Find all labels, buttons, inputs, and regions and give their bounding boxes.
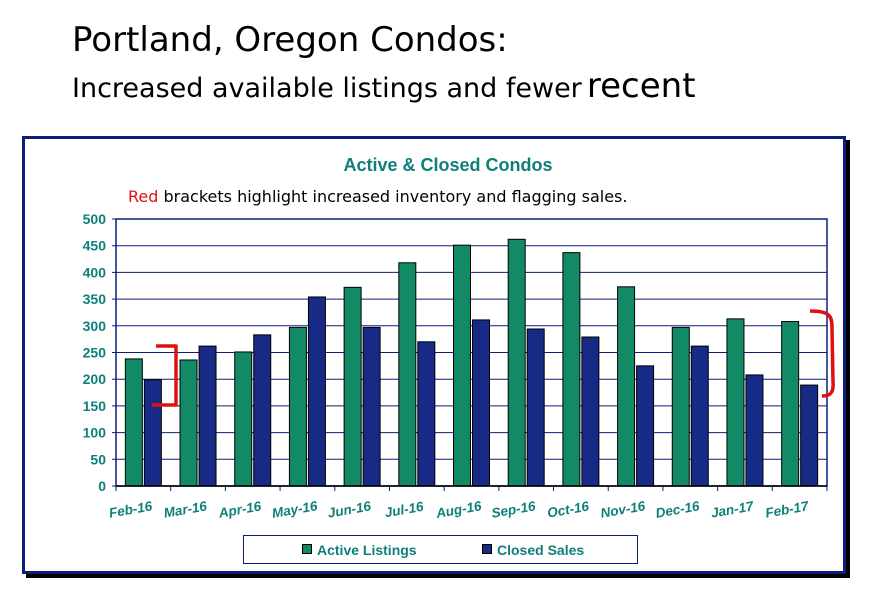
x-tick-label: Jun-16	[327, 498, 373, 520]
slide-subtitle-part1: Increased available listings and fewer	[72, 73, 582, 104]
legend-swatch-closed	[482, 544, 492, 554]
legend-label-closed: Closed Sales	[497, 542, 585, 558]
legend: Active Listings Closed Sales	[243, 535, 638, 564]
x-tick-label: May-16	[271, 498, 319, 521]
bar-active	[617, 286, 636, 487]
bar-active	[398, 262, 417, 487]
plot-area: 0 50 100 150 200 250 300 350 400 450 500 Feb-16 Mar-…	[83, 211, 828, 521]
x-tick-label: Feb-16	[108, 498, 154, 520]
x-tick-label: Aug-16	[434, 498, 483, 521]
bar-closed	[198, 345, 217, 487]
y-tick-label: 200	[83, 371, 107, 387]
bar-active	[124, 358, 143, 487]
slide-title: Portland, Oregon Condos:	[72, 20, 508, 60]
y-tick-label: 0	[98, 478, 106, 494]
bar-active	[726, 318, 745, 487]
bar-closed	[362, 326, 381, 487]
x-tick-label: Sep-16	[490, 498, 537, 521]
y-tick-label: 400	[83, 264, 107, 280]
bar-closed	[745, 374, 764, 487]
legend-item-active: Active Listings	[302, 542, 417, 558]
chart-note: Red brackets highlight increased invento…	[128, 187, 627, 206]
bar-closed	[143, 379, 162, 487]
bar-active	[781, 321, 800, 487]
y-tick-label: 500	[83, 211, 107, 227]
bar-active	[179, 359, 198, 487]
x-tick-label: Nov-16	[599, 498, 646, 521]
x-tick-label: Oct-16	[546, 498, 590, 520]
x-tick-label: Mar-16	[163, 498, 209, 520]
chart-title: Active & Closed Condos	[343, 155, 552, 175]
chart-note-rest: brackets highlight increased inventory a…	[158, 187, 627, 206]
bar-active	[562, 252, 581, 487]
bar-closed	[472, 319, 490, 487]
bracket-right	[809, 309, 835, 398]
slide-subtitle-part2: recent	[586, 66, 696, 106]
bar-closed	[690, 345, 709, 487]
slide-subtitle: Increased available listings and fewer r…	[72, 66, 852, 112]
chart-note-red: Red	[128, 187, 158, 206]
bar-active	[507, 238, 526, 487]
bar-closed	[253, 334, 272, 487]
bar-closed	[307, 296, 326, 487]
y-tick-label: 350	[83, 291, 107, 307]
bar-active	[453, 244, 471, 487]
bar-active	[343, 286, 362, 487]
bar-active	[671, 326, 690, 487]
y-tick-label: 150	[83, 398, 107, 414]
y-tick-label: 50	[90, 451, 106, 467]
x-tick-label: Feb-17	[764, 498, 811, 521]
y-tick-label: 250	[83, 345, 107, 361]
bar-closed	[417, 341, 436, 487]
bracket-left	[152, 344, 178, 407]
bar-closed	[526, 328, 545, 487]
legend-label-active: Active Listings	[317, 542, 417, 558]
x-tick-label: Apr-16	[217, 498, 263, 520]
x-tick-label: Dec-16	[654, 498, 701, 521]
bar-closed	[636, 365, 655, 487]
legend-item-closed: Closed Sales	[482, 542, 584, 558]
y-tick-label: 100	[83, 425, 107, 441]
y-tick-label: 300	[83, 318, 107, 334]
bar-active	[234, 351, 253, 487]
bar-closed	[581, 336, 600, 487]
x-tick-label: Jan-17	[710, 498, 756, 520]
bar-active	[288, 326, 307, 487]
x-tick-label: Jul-16	[384, 499, 426, 521]
y-tick-label: 450	[83, 238, 107, 254]
legend-swatch-active	[302, 544, 312, 554]
bar-closed	[800, 384, 819, 487]
